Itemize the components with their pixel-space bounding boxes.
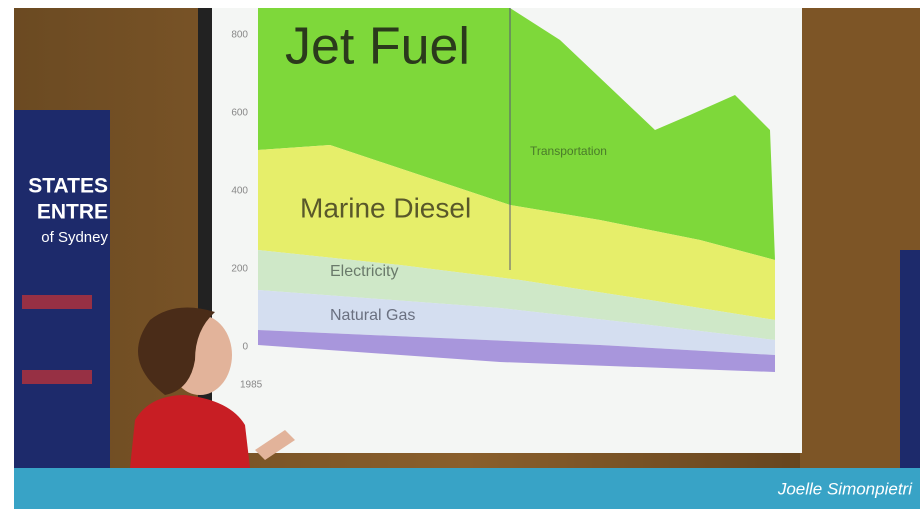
screen-y-tick: 200 bbox=[231, 264, 248, 275]
banner-line: STATES bbox=[28, 175, 108, 198]
screen-label: Jet Fuel bbox=[285, 18, 470, 76]
screen-y-tick: 600 bbox=[231, 108, 248, 119]
screen-label: Transportation bbox=[530, 144, 607, 158]
screen-y-tick: 0 bbox=[242, 342, 248, 353]
screen-label: Natural Gas bbox=[330, 307, 415, 324]
banner-logo bbox=[22, 295, 92, 309]
screen-label: Electricity bbox=[330, 263, 398, 280]
photo: STATES ENTRE of Sydney Jet Fuel Marine D… bbox=[0, 0, 920, 509]
banner bbox=[14, 110, 110, 468]
caption: Joelle Simonpietri bbox=[777, 479, 913, 498]
screen-x-tick: 1985 bbox=[240, 380, 263, 391]
banner-line: of Sydney bbox=[41, 229, 108, 246]
banner-right bbox=[900, 250, 920, 468]
screen-label: Marine Diesel bbox=[300, 192, 471, 223]
banner-logo bbox=[22, 370, 92, 384]
screen-y-tick: 400 bbox=[231, 186, 248, 197]
banner-line: ENTRE bbox=[37, 201, 108, 224]
screen-y-tick: 800 bbox=[231, 30, 248, 41]
